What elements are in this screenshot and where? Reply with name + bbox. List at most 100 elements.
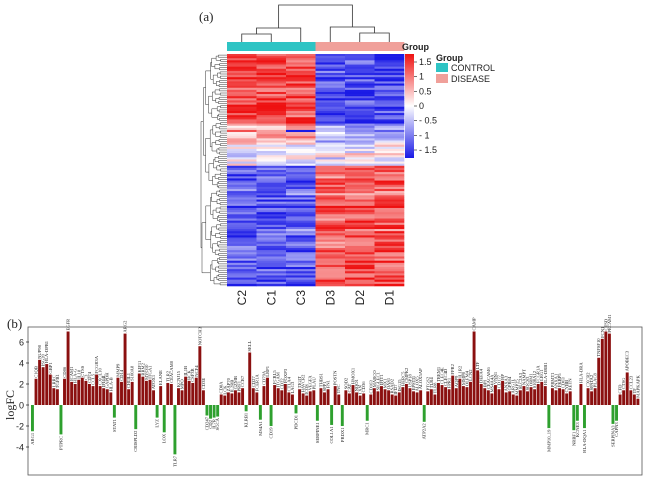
colorbar-tick-label: 0.5 bbox=[419, 86, 432, 96]
heatmap-cell bbox=[315, 121, 346, 124]
dendrogram-link bbox=[220, 236, 227, 239]
heatmap-cell bbox=[315, 260, 346, 264]
heatmap-cell bbox=[227, 117, 257, 120]
heatmap-cell bbox=[286, 241, 316, 245]
heatmap-cell bbox=[345, 273, 375, 276]
heatmap-cell bbox=[374, 184, 405, 188]
heatmap-cell bbox=[315, 129, 346, 133]
bar-label: IFIT1 bbox=[379, 374, 384, 385]
heatmap-cell bbox=[227, 241, 257, 245]
heatmap-cell bbox=[374, 248, 405, 251]
bar-label: CFD bbox=[618, 384, 623, 394]
bar bbox=[447, 389, 451, 405]
dendrogram-link bbox=[218, 227, 227, 231]
heatmap-cell bbox=[286, 79, 316, 82]
heatmap-cell bbox=[345, 186, 375, 190]
bar bbox=[152, 390, 156, 405]
heatmap-cell bbox=[374, 129, 405, 133]
bar bbox=[515, 395, 519, 405]
heatmap-cell bbox=[315, 165, 346, 169]
bar-label: CHI3L1 bbox=[126, 372, 131, 388]
heatmap-cell bbox=[256, 224, 287, 228]
bar bbox=[112, 405, 116, 418]
heatmap-cell bbox=[256, 252, 287, 255]
bars bbox=[31, 331, 640, 455]
heatmap-cell bbox=[256, 56, 287, 59]
heatmap: Group C2 C1 C3 D3 D2 D1 1.5 1 0.5 0 - 0.5 - 1 - 1.5… bbox=[200, 4, 495, 306]
heatmap-cell bbox=[345, 60, 375, 63]
column-label: C1 bbox=[264, 290, 278, 306]
heatmap-cell bbox=[315, 250, 346, 253]
heatmap-cell bbox=[227, 155, 257, 158]
heatmap-cell bbox=[227, 113, 257, 116]
heatmap-cell bbox=[256, 62, 287, 65]
bar bbox=[258, 405, 262, 420]
bar bbox=[358, 395, 362, 405]
heatmap-cell bbox=[256, 186, 287, 190]
heatmap-cell bbox=[315, 277, 346, 280]
heatmap-cell bbox=[374, 81, 405, 84]
heatmap-cell bbox=[256, 54, 287, 57]
heatmap-cell bbox=[227, 77, 257, 80]
heatmap-cell bbox=[345, 220, 375, 224]
dendrogram-link bbox=[218, 194, 227, 197]
bar bbox=[497, 389, 501, 405]
heatmap-cell bbox=[227, 167, 257, 171]
dendrogram-link bbox=[256, 27, 302, 42]
dendrogram-link bbox=[218, 265, 227, 269]
bar-label: FKBP5 bbox=[557, 373, 562, 387]
bar-label: TNFSF10 bbox=[596, 338, 601, 357]
bar-label: STAT1 bbox=[112, 418, 117, 432]
heatmap-cell bbox=[374, 153, 405, 156]
heatmap-cell bbox=[256, 245, 287, 249]
heatmap-cell bbox=[345, 212, 375, 215]
dendrogram-link bbox=[218, 160, 227, 163]
heatmap-cell bbox=[374, 243, 405, 247]
heatmap-cell bbox=[345, 281, 375, 285]
heatmap-cell bbox=[374, 235, 405, 238]
heatmap-cell bbox=[345, 102, 375, 105]
heatmap-cell bbox=[374, 210, 405, 213]
heatmap-cell bbox=[256, 113, 287, 116]
heatmap-cell bbox=[315, 235, 346, 238]
heatmap-cell bbox=[345, 127, 375, 131]
heatmap-cell bbox=[345, 243, 375, 247]
bar-label: IFI27 bbox=[393, 384, 398, 395]
heatmap-cell bbox=[345, 87, 375, 91]
y-tick-label: 6 bbox=[19, 338, 24, 348]
bar bbox=[408, 388, 412, 405]
dendrogram-link bbox=[219, 63, 227, 66]
bar bbox=[120, 381, 123, 405]
bar-label: LCN2 bbox=[468, 369, 473, 381]
heatmap-cell bbox=[374, 140, 405, 143]
heatmap-cell bbox=[315, 106, 346, 110]
bar-label: CTSG bbox=[621, 377, 626, 389]
heatmap-cell bbox=[345, 151, 375, 154]
bar-label: LCK bbox=[222, 385, 227, 395]
heatmap-cell bbox=[227, 216, 257, 219]
dendrogram-link bbox=[220, 172, 227, 176]
bar-label: CCL5 bbox=[91, 373, 96, 385]
heatmap-cell bbox=[227, 165, 257, 169]
dendrogram-link bbox=[218, 126, 227, 130]
bar bbox=[590, 391, 594, 405]
heatmap-cell bbox=[256, 151, 287, 154]
heatmap-cell bbox=[227, 144, 257, 148]
y-tick-label: 2 bbox=[19, 380, 24, 390]
heatmap-cell bbox=[227, 231, 257, 234]
heatmap-cell bbox=[256, 89, 287, 93]
heatmap-cell bbox=[315, 273, 346, 276]
bar bbox=[387, 390, 391, 405]
heatmap-cell bbox=[227, 163, 257, 167]
bar-label: CSF3R bbox=[190, 367, 195, 381]
heatmap-cell bbox=[374, 199, 405, 202]
heatmap-cell bbox=[227, 176, 257, 179]
bar-label: KCNE3 bbox=[575, 422, 580, 438]
dendrogram-link bbox=[211, 192, 217, 202]
heatmap-cell bbox=[345, 79, 375, 82]
heatmap-cell bbox=[345, 262, 375, 266]
bar-label: CD163 bbox=[368, 380, 373, 394]
heatmap-cell bbox=[256, 132, 287, 135]
heatmap-cell bbox=[256, 269, 287, 272]
bar-label: TF bbox=[632, 388, 637, 394]
